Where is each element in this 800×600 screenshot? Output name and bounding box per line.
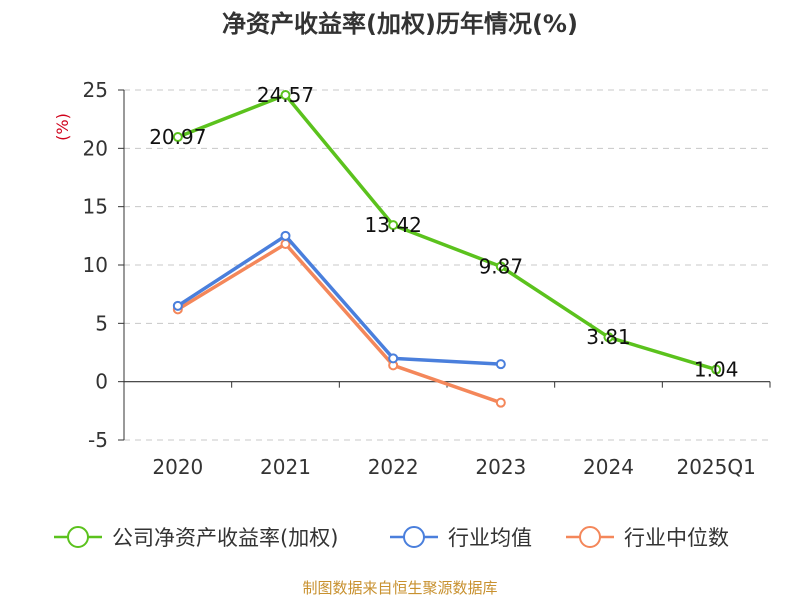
series-point-0 [711, 364, 722, 375]
axes: -5 0 5 10 15 20 25 2020 2021 2022 2023 2024 2025Q1 [83, 78, 771, 479]
series-point-1 [388, 353, 399, 364]
series-point-1 [172, 300, 183, 311]
series-point-0 [495, 261, 506, 272]
series-point-0 [172, 132, 183, 143]
y-tick-label: 20 [83, 136, 108, 160]
data-labels: 20.97 24.57 13.42 9.87 3.81 1.04 [149, 83, 738, 382]
legend-label-1: 行业均值 [448, 526, 532, 550]
grid-lines [124, 89, 770, 441]
data-source-note: 制图数据来自恒生聚源数据库 [302, 579, 497, 597]
data-label: 9.87 [479, 255, 524, 279]
y-tick-label: 5 [95, 311, 108, 335]
legend-marker-2 [579, 526, 601, 548]
y-tick-label: 10 [83, 253, 108, 277]
y-axis-unit-label: (%) [53, 113, 72, 141]
data-label: 24.57 [257, 83, 314, 107]
y-tick-label: 25 [83, 78, 108, 102]
series-point-1 [280, 230, 291, 241]
x-tick-label-2023: 2023 [475, 455, 526, 479]
chart-title: 净资产收益率(加权)历年情况(%) [222, 10, 578, 38]
series-lines [172, 90, 722, 408]
legend-label-2: 行业中位数 [624, 526, 729, 550]
x-tick-label-2021: 2021 [260, 455, 311, 479]
data-label: 3.81 [586, 325, 631, 349]
x-tick-label-2022: 2022 [368, 455, 419, 479]
legend-label-0: 公司净资产收益率(加权) [112, 526, 338, 550]
legend-marker-0 [67, 526, 89, 548]
x-tick-label-2024: 2024 [583, 455, 634, 479]
y-tick-label: -5 [88, 428, 108, 452]
legend: 公司净资产收益率(加权) 行业均值 行业中位数 [54, 526, 729, 550]
legend-marker-1 [403, 526, 425, 548]
y-tick-label: 15 [83, 195, 108, 219]
series-point-0 [388, 220, 399, 231]
y-tick-label: 0 [95, 370, 108, 394]
series-line-0 [176, 93, 718, 372]
x-tick-label-2025Q1: 2025Q1 [676, 455, 755, 479]
series-point-0 [280, 90, 291, 101]
series-point-1 [495, 359, 506, 370]
data-label: 13.42 [365, 213, 422, 237]
series-line-2 [176, 242, 503, 405]
series-point-0 [603, 332, 614, 343]
series-point-2 [495, 397, 506, 408]
data-label: 20.97 [149, 125, 206, 149]
data-label: 1.04 [694, 358, 739, 382]
x-tick-label-2020: 2020 [152, 455, 203, 479]
series-line-1 [176, 234, 503, 366]
